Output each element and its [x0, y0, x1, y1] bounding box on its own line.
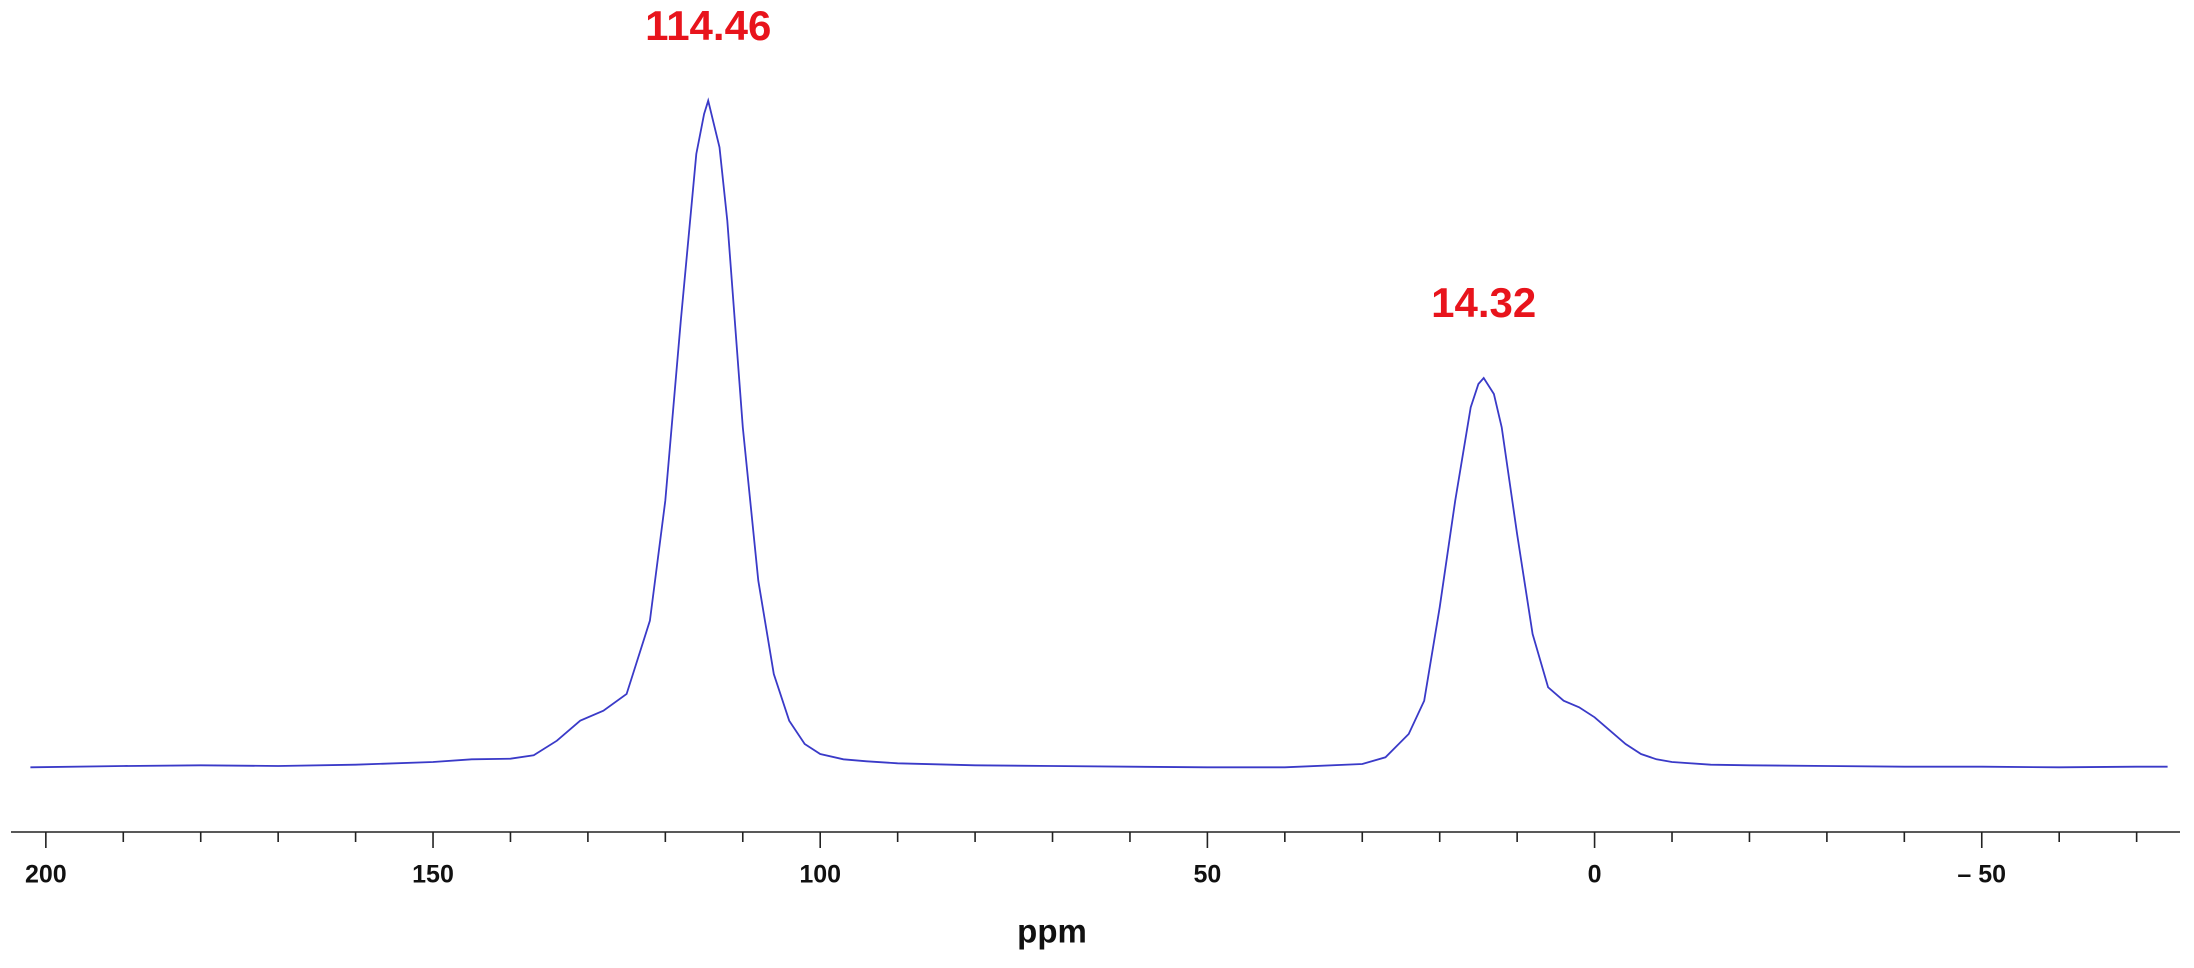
peak-label: 14.32	[1431, 279, 1536, 326]
spectrum-line	[30, 97, 2168, 769]
x-tick-label: – 50	[1957, 861, 2006, 889]
x-tick-label: 100	[799, 861, 841, 889]
x-tick-label: 150	[412, 861, 454, 889]
x-axis-title: ppm	[1017, 913, 1087, 950]
x-tick-label: 200	[25, 861, 67, 889]
x-tick-label: 50	[1193, 861, 1221, 889]
x-tick-label: 0	[1588, 861, 1602, 889]
peak-label: 114.46	[645, 2, 771, 49]
